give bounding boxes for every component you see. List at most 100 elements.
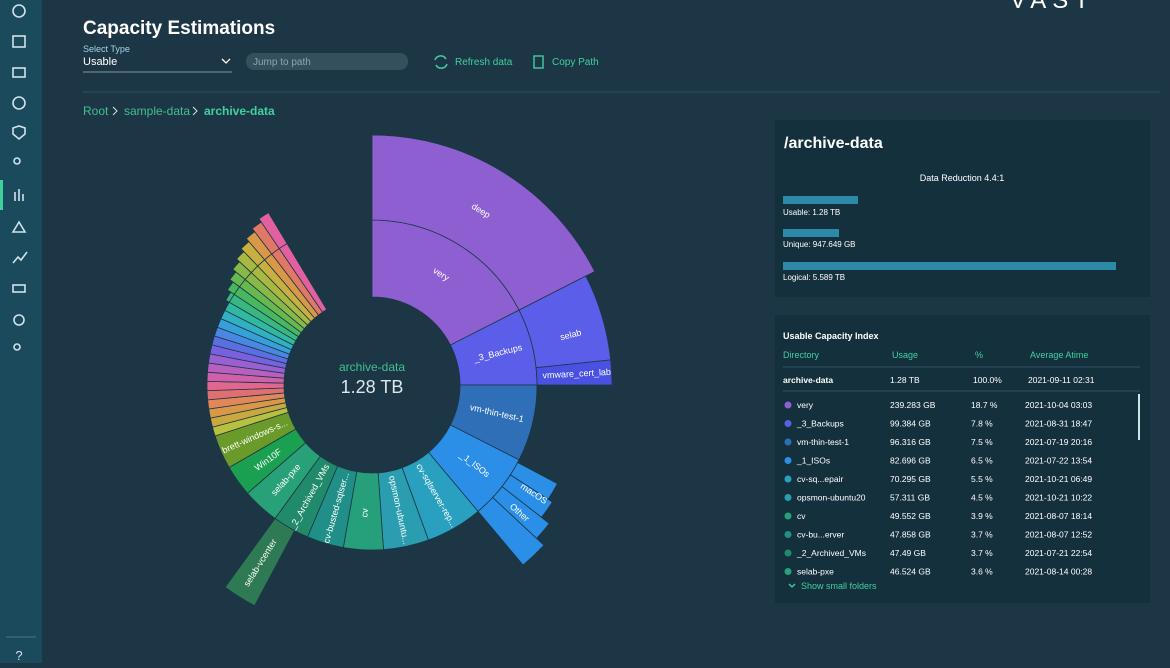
scrollbar[interactable] [1138, 394, 1140, 440]
row-cell: 57.311 GB [890, 493, 930, 503]
row-cell: 2021-10-21 06:49 [1025, 474, 1092, 484]
row-cell: 82.696 GB [890, 456, 931, 466]
select-label: Select Type [83, 44, 130, 54]
capacity-bar [783, 229, 839, 237]
legend-dot [784, 457, 792, 464]
index-table: Directory Usage% Average Atime archive-data… [783, 350, 1095, 577]
row-cell: 46.524 GB [890, 567, 931, 577]
segment [477, 496, 545, 566]
row-cell: 18.7 % [971, 400, 998, 410]
row-cell: 5.5 % [971, 474, 993, 484]
row-cell: 2021-07-22 13:54 [1025, 456, 1092, 466]
copy-button[interactable]: Copy Path [552, 57, 599, 68]
page-title: Capacity Estimations [83, 18, 275, 39]
row-cell: selab-pxe [797, 567, 834, 577]
index-title: Usable Capacity Index [783, 331, 879, 341]
legend-dot [784, 512, 792, 520]
dropdown-arrow[interactable] [221, 58, 231, 64]
column-header: Usage [892, 350, 918, 360]
segment-label: cv [359, 508, 369, 518]
icon[interactable] [12, 96, 26, 110]
help[interactable]: ? [15, 648, 22, 663]
row-cell: 239.283 GB [890, 400, 936, 410]
row-cell: 2021-08-14 00:28 [1025, 567, 1092, 577]
copy-icon[interactable] [533, 55, 544, 69]
row-cell: 3.9 % [971, 511, 993, 521]
expand-icon[interactable] [788, 583, 796, 588]
row-cell: 96.316 GB [890, 437, 931, 447]
column-header: Average Atime [1030, 350, 1088, 360]
icon[interactable] [12, 251, 28, 264]
show-more[interactable]: Show small folders [801, 581, 877, 591]
icon[interactable] [12, 4, 26, 18]
row-cell: 2021-10-21 10:22 [1025, 493, 1092, 503]
row-cell: cv-sq...epair [797, 474, 843, 484]
segment [371, 134, 596, 311]
segment [535, 359, 613, 386]
legend-dot [784, 568, 792, 575]
breadcrumb-sep [112, 106, 118, 116]
row-cell: 2021-07-19 20:16 [1025, 437, 1092, 447]
breadcrumb-sep [192, 106, 198, 116]
row-cell: 49.552 GB [890, 511, 931, 521]
row-cell: 3.7 % [971, 548, 993, 558]
total-cell: archive-data [783, 375, 833, 385]
total-cell: 100.0% [973, 375, 1002, 385]
row-cell: 2021-07-21 22:54 [1025, 548, 1092, 558]
legend-dot [784, 475, 792, 483]
search-placeholder[interactable]: Jump to path [253, 57, 311, 68]
row-cell: vm-thin-test-1 [797, 437, 849, 447]
legend-dot [784, 438, 792, 446]
total-cell: 1.28 TB [890, 375, 920, 385]
segment [224, 517, 296, 607]
legend-dot [784, 401, 792, 409]
row-cell: 7.8 % [971, 419, 993, 429]
icon[interactable] [12, 125, 26, 141]
bar-label: Usable: 1.28 TB [783, 208, 840, 217]
legend-dot [784, 494, 792, 501]
refresh-button[interactable]: Refresh data [455, 57, 513, 68]
legend-dot [784, 420, 792, 427]
row-cell: 7.5 % [971, 437, 993, 447]
row-cell: _2_Archived_VMs [796, 548, 866, 558]
icon[interactable] [12, 67, 26, 78]
icon[interactable] [11, 220, 27, 233]
bar-label: Unique: 947.649 GB [783, 240, 856, 249]
refresh-icon[interactable] [434, 55, 448, 69]
total-cell: 2021-09-11 02:31 [1028, 375, 1095, 385]
row-cell: 3.6 % [971, 567, 993, 577]
icon[interactable] [13, 157, 21, 165]
sidebar [0, 0, 42, 663]
row-cell: 2021-08-07 12:52 [1025, 530, 1092, 540]
row-cell: cv [797, 511, 806, 521]
select-value[interactable]: Usable [83, 56, 117, 68]
breadcrumb-item[interactable]: Root [83, 104, 109, 118]
icon[interactable] [12, 284, 26, 293]
row-cell: 3.7 % [971, 530, 993, 540]
capacity-bar [783, 196, 858, 204]
icon[interactable] [13, 314, 25, 326]
row-cell: 99.384 GB [890, 419, 931, 429]
capacity-bar [783, 262, 1116, 270]
search-box[interactable] [246, 53, 408, 70]
row-cell: 6.5 % [971, 456, 993, 466]
row-cell: _1_ISOs [796, 456, 830, 466]
breadcrumb-item[interactable]: sample-data [124, 104, 190, 118]
column-header: Directory [783, 350, 820, 360]
legend-dot [784, 549, 792, 557]
row-cell: 47.49 GB [890, 548, 926, 558]
icon[interactable] [12, 35, 26, 48]
reduction: Data Reduction 4.4:1 [920, 173, 1005, 183]
row-cell: 4.5 % [971, 493, 993, 503]
active-indicator [0, 180, 3, 210]
logo: VAST [1010, 0, 1095, 14]
sidebar-icons [11, 4, 28, 351]
row-cell: _3_Backups [796, 419, 844, 429]
row-cell: 2021-08-31 18:47 [1025, 419, 1092, 429]
row-cell: very [797, 400, 814, 410]
icon[interactable] [13, 343, 21, 351]
icon[interactable] [14, 189, 24, 201]
row-cell: 70.295 GB [890, 474, 931, 484]
